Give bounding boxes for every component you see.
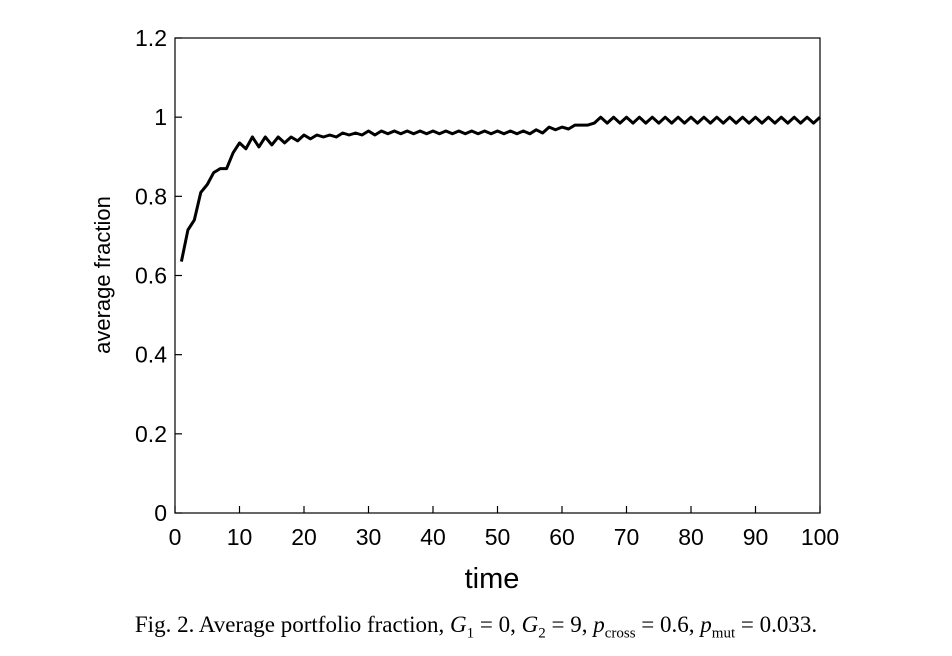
- line-chart: 0 10 20 30 40 50 60 70 80 90 100 0 0.2 0.4 0.6 0.8 1 1.2…: [90, 25, 839, 595]
- x-tick-label: 50: [485, 524, 511, 550]
- x-tick-label: 100: [801, 524, 839, 550]
- x-tick-label: 30: [356, 524, 382, 550]
- caption-pmut-value: = 0.033.: [735, 612, 818, 637]
- x-tick-label: 0: [169, 524, 182, 550]
- x-axis-title: time: [465, 563, 520, 595]
- caption-pmut-symbol: p: [700, 612, 712, 637]
- y-tick-label: 0.4: [135, 342, 167, 368]
- y-tick-label: 0.2: [135, 421, 167, 447]
- caption-g2-value: = 9,: [545, 612, 594, 637]
- caption-pmut-sub: mut: [711, 625, 736, 642]
- x-tick-label: 40: [420, 524, 446, 550]
- caption-g2-sub: 2: [538, 625, 546, 642]
- x-tick-label: 70: [614, 524, 640, 550]
- caption-g2-symbol: G: [521, 612, 539, 637]
- caption-pcross-value: = 0.6,: [635, 612, 701, 637]
- y-tick-label: 0.6: [135, 263, 167, 289]
- y-tick-label: 0: [154, 500, 167, 526]
- y-tick-label: 0.8: [135, 183, 167, 209]
- y-tick-label: 1: [154, 104, 167, 130]
- x-tick-label: 90: [743, 524, 769, 550]
- y-axis-title: average fraction: [90, 196, 115, 354]
- caption-prefix: Fig. 2. Average portfolio fraction,: [134, 612, 450, 637]
- y-tick-label: 1.2: [135, 25, 167, 51]
- x-tick-label: 80: [678, 524, 704, 550]
- caption-g1-symbol: G: [450, 612, 467, 637]
- caption-pcross-sub: cross: [604, 625, 636, 642]
- x-axis: 0 10 20 30 40 50 60 70 80 90 100: [169, 506, 839, 550]
- caption-g1-sub: 1: [466, 625, 475, 642]
- x-tick-label: 20: [291, 524, 317, 550]
- y-axis: 0 0.2 0.4 0.6 0.8 1 1.2: [135, 25, 182, 526]
- plot-frame: [174, 37, 821, 514]
- figure-caption: Fig. 2. Average portfolio fraction, G1 =…: [0, 612, 952, 643]
- x-tick-label: 60: [549, 524, 575, 550]
- series-line: [179, 115, 822, 262]
- caption-g1-value: = 0,: [474, 612, 522, 637]
- x-tick-label: 10: [227, 524, 253, 550]
- caption-pcross-symbol: p: [593, 612, 605, 637]
